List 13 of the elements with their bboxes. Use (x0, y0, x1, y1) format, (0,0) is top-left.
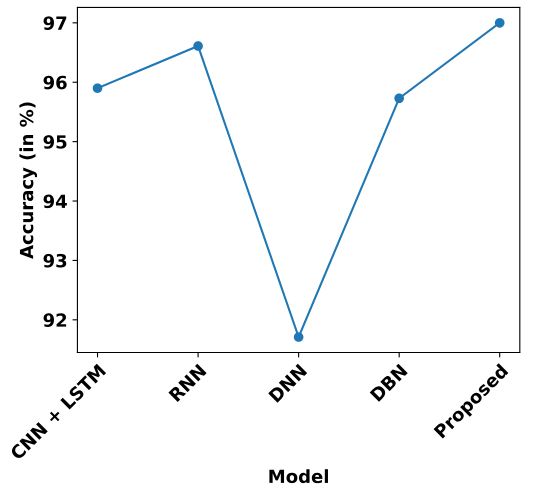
y-tick-label: 93 (44, 254, 66, 268)
point (294, 332, 304, 342)
y-tick-label: 96 (44, 76, 67, 90)
y-tick-label: 92 (44, 313, 66, 327)
y-tick-label: 97 (44, 16, 66, 30)
x-axis-title: Model (269, 469, 328, 484)
y-tick-label: 94 (44, 194, 67, 208)
point (193, 41, 203, 51)
point (394, 93, 404, 104)
point (92, 83, 102, 94)
point (494, 18, 505, 28)
y-axis-title: Accuracy (in %) (19, 102, 38, 259)
y-tick-label: 95 (44, 135, 66, 149)
